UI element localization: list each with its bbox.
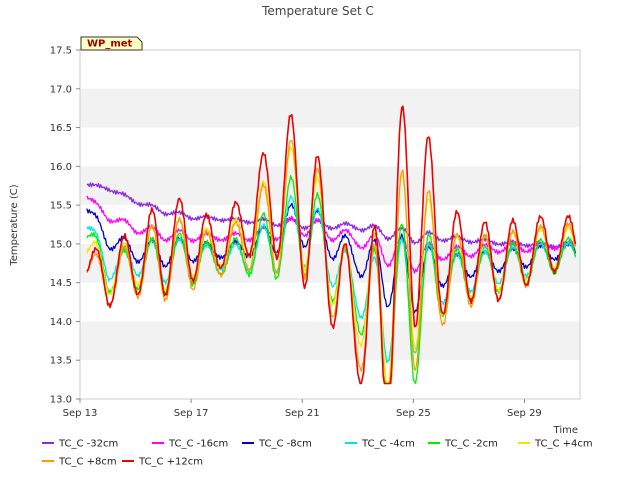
series-line [86,202,577,314]
y-tick-label: 16.5 [50,123,72,134]
grid-band [80,321,580,361]
y-tick-label: 17.5 [50,46,72,57]
series-lines [86,105,577,385]
legend-label: TC_C -8cm [258,439,312,450]
y-tick-label: 15.5 [50,201,72,212]
series-line [86,182,576,250]
grid-band [80,166,580,206]
y-tick-label: 17.0 [50,84,72,95]
series-line [86,105,577,385]
y-tick-label: 14.0 [50,317,72,328]
legend-label: TC_C +12cm [138,457,203,468]
legend-label: TC_C +8cm [58,457,117,468]
x-tick-label: Sep 17 [174,408,209,419]
series-line [86,195,576,274]
plot-frame [79,49,581,400]
x-axis: Sep 13 Sep 17 Sep 21 Sep 25 Sep 29 [63,399,542,419]
x-tick-label: Sep 13 [63,408,98,419]
legend-label: TC_C -4cm [361,439,415,450]
legend: TC_C -32cm TC_C -16cm TC_C -8cm TC_C -4cm TC… [42,439,593,468]
x-tick-label: Sep 21 [285,408,320,419]
legend-label: TC_C -16cm [168,439,228,450]
legend-label: TC_C -32cm [58,439,118,450]
grid-band [80,88,580,128]
annotation-label: WP_met [87,39,133,50]
y-tick-label: 13.5 [50,356,72,367]
y-tick-label: 16.0 [50,162,72,173]
legend-label: TC_C +4cm [534,439,593,450]
chart-title: Temperature Set C [261,4,374,18]
x-tick-label: Sep 29 [507,408,542,419]
y-tick-label: 15.0 [50,239,72,250]
y-tick-label: 14.5 [50,278,72,289]
y-axis: 13.0 13.5 14.0 14.5 15.0 15.5 16.0 16.5 17.0 17.5 [50,46,80,406]
annotation-box: WP_met [80,36,143,51]
legend-label: TC_C -2cm [444,439,498,450]
y-axis-label: Temperature (C) [9,184,20,266]
y-tick-label: 13.0 [50,395,72,406]
x-tick-label: Sep 25 [396,408,431,419]
x-axis-label: Time [553,425,578,436]
